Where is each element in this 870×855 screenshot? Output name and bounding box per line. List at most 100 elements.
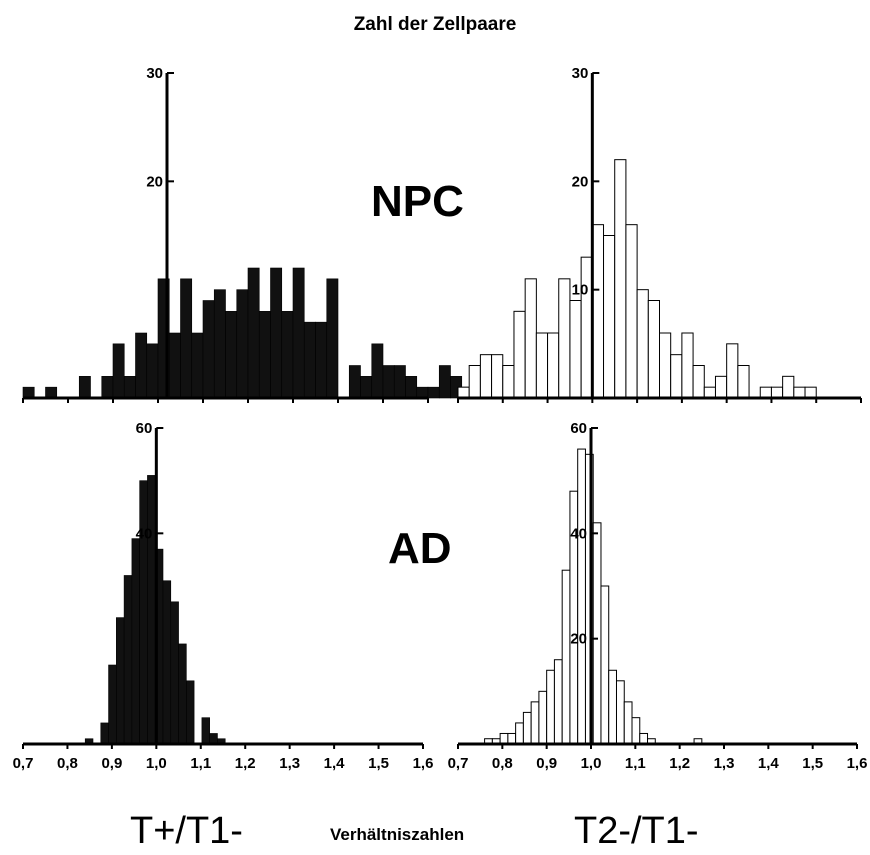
x-tick-label: 1,4	[324, 755, 346, 772]
histogram-bar	[100, 722, 109, 745]
histogram-bar	[547, 332, 560, 399]
histogram-bar	[101, 376, 114, 399]
histogram-bar	[530, 701, 540, 745]
histogram-bar	[22, 386, 35, 399]
histogram-bar	[270, 267, 283, 399]
histogram-bar	[558, 278, 571, 399]
histogram-bar	[457, 386, 470, 399]
histogram-bar	[131, 538, 140, 745]
histogram-bar	[116, 617, 125, 745]
histogram-bar	[513, 310, 526, 399]
histogram-bar	[782, 375, 795, 399]
x-tick-label: 0,7	[13, 755, 34, 772]
histogram-bar	[209, 733, 218, 745]
histogram-bar	[623, 701, 633, 745]
x-tick-label: 1,0	[581, 755, 602, 772]
histogram-bar	[168, 332, 181, 399]
histogram-bar	[112, 343, 125, 399]
histogram-bar	[759, 386, 772, 399]
histogram-bar	[468, 365, 481, 399]
histogram-bar	[123, 376, 136, 399]
histogram-bar	[186, 680, 195, 745]
histogram-bar	[639, 732, 649, 745]
x-tick-label: 1,1	[190, 755, 211, 772]
histogram-bar	[139, 480, 148, 745]
histogram-bar	[726, 343, 739, 399]
x-tick-label: 0,9	[536, 755, 557, 772]
y-tick-label: 40	[136, 525, 153, 542]
histogram-bar	[45, 386, 58, 399]
histogram-bar	[438, 365, 451, 399]
histogram-bar	[577, 448, 586, 745]
histogram-bar	[348, 365, 361, 399]
x-tick-label: 1,2	[235, 755, 256, 772]
histogram-bar	[603, 235, 616, 399]
y-tick-label: 20	[146, 173, 163, 190]
histogram-bar	[281, 311, 294, 399]
histogram-bar	[507, 732, 517, 745]
histogram-bar	[427, 386, 440, 399]
x-tick-label: 1,3	[279, 755, 300, 772]
histogram-bar	[592, 522, 602, 745]
histogram-bar	[591, 224, 605, 399]
histogram-bar	[405, 376, 418, 399]
x-tick-label: 1,6	[847, 755, 868, 772]
histogram-bar	[147, 475, 156, 745]
histogram-bar	[382, 365, 395, 399]
x-tick-label: 1,5	[802, 755, 823, 772]
group-label-ad: AD	[388, 524, 452, 573]
x-tick-label: 0,9	[101, 755, 122, 772]
y-tick-label: 60	[570, 420, 587, 437]
histogram-bar	[247, 267, 260, 399]
histogram-bar	[416, 386, 429, 399]
histogram-bar	[703, 386, 716, 399]
histogram-bar	[770, 386, 784, 399]
histogram-bar	[631, 717, 641, 745]
histogram-bar	[78, 376, 91, 399]
histogram-bar	[608, 669, 617, 745]
x-tick-label: 1,5	[368, 755, 389, 772]
histogram-bar	[647, 300, 660, 399]
histogram-bar	[553, 659, 563, 745]
y-tick-label: 20	[570, 631, 587, 648]
y-tick-label: 30	[146, 65, 163, 82]
histogram-bar	[670, 354, 683, 399]
histogram-bar	[303, 321, 316, 399]
histogram-bar	[793, 386, 806, 399]
histogram-bar	[146, 343, 159, 399]
histogram-bar	[360, 376, 373, 399]
histogram-bar	[108, 664, 117, 745]
histogram-bar	[135, 332, 148, 399]
histogram-bar	[561, 569, 571, 745]
histogram-bar	[292, 267, 305, 399]
histogram-bar	[479, 354, 493, 399]
histogram-bar	[625, 224, 638, 399]
x-tick-label: 0,8	[57, 755, 78, 772]
x-axis-label: Verhältniszahlen	[330, 825, 465, 844]
histogram-bar	[515, 722, 524, 745]
histogram-bar	[371, 343, 384, 399]
histogram-bar	[180, 278, 193, 399]
histogram-bar	[524, 278, 537, 399]
group-label-npc: NPC	[371, 177, 464, 226]
histogram-bar	[170, 601, 179, 745]
x-tick-label: 1,1	[625, 755, 646, 772]
histogram-bar	[202, 300, 215, 399]
histogram-bar	[569, 300, 582, 399]
ratio-label-right: T2-/T1-	[574, 810, 699, 852]
histogram-bar	[178, 643, 187, 745]
y-tick-label: 40	[570, 525, 587, 542]
histogram-bar	[714, 375, 728, 399]
histogram-bar	[546, 669, 555, 745]
histogram-bar	[614, 159, 627, 399]
figure-title: Zahl der Zellpaare	[353, 14, 517, 35]
histogram-bar	[162, 580, 172, 745]
histogram-bar	[522, 711, 532, 745]
histogram-bar	[326, 278, 339, 399]
histogram-bar	[191, 332, 204, 399]
histogram-bar	[659, 332, 672, 399]
histogram-bar	[123, 575, 133, 745]
histogram-bar	[225, 311, 238, 399]
histogram-bar	[315, 321, 328, 399]
x-tick-label: 0,7	[448, 755, 469, 772]
